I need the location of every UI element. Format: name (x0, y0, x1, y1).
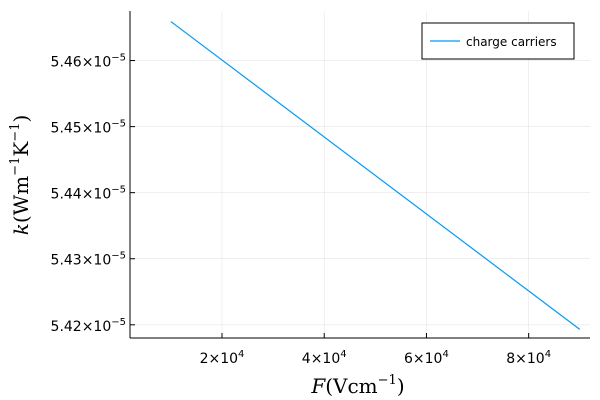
x-tick-label: 2×104 (200, 349, 245, 367)
x-axis-label-open: (Vcm (325, 374, 377, 398)
series-line-0 (170, 21, 581, 330)
x-axis-label-exp: −1 (378, 373, 397, 388)
grid (130, 11, 590, 338)
x-axis-label: F(Vcm−1) (310, 373, 404, 398)
y-axis-label-exp1: −1 (8, 157, 23, 176)
series-layer (170, 21, 581, 330)
x-axis-label-var: F (310, 374, 326, 398)
y-tick-label: 5.43×10−5 (51, 251, 126, 269)
y-tick-label: 5.46×10−5 (51, 53, 126, 71)
y-axis-label: k(Wm−1K−1) (8, 115, 33, 236)
x-axis-label-close: ) (397, 374, 405, 398)
y-tick-label: 5.42×10−5 (51, 317, 126, 335)
y-axis-label-exp2: −1 (8, 123, 23, 142)
x-tick-label: 8×104 (506, 349, 551, 367)
legend: charge carriers (421, 22, 575, 60)
ticks: 2×104 4×104 6×104 8×104 5.42×10−5 5.43×10−5 5.… (51, 53, 552, 367)
y-tick-label: 5.44×10−5 (51, 185, 126, 203)
x-tick-label: 4×104 (302, 349, 347, 367)
legend-label: charge carriers (466, 35, 557, 49)
y-axis-label-open: (Wm (9, 176, 33, 223)
y-axis-label-var: k (9, 223, 33, 235)
y-axis-label-mid: K (9, 141, 33, 157)
x-tick-label: 6×104 (404, 349, 449, 367)
y-axis-label-close: ) (9, 115, 33, 123)
y-tick-label: 5.45×10−5 (51, 119, 126, 137)
axes (129, 11, 590, 339)
